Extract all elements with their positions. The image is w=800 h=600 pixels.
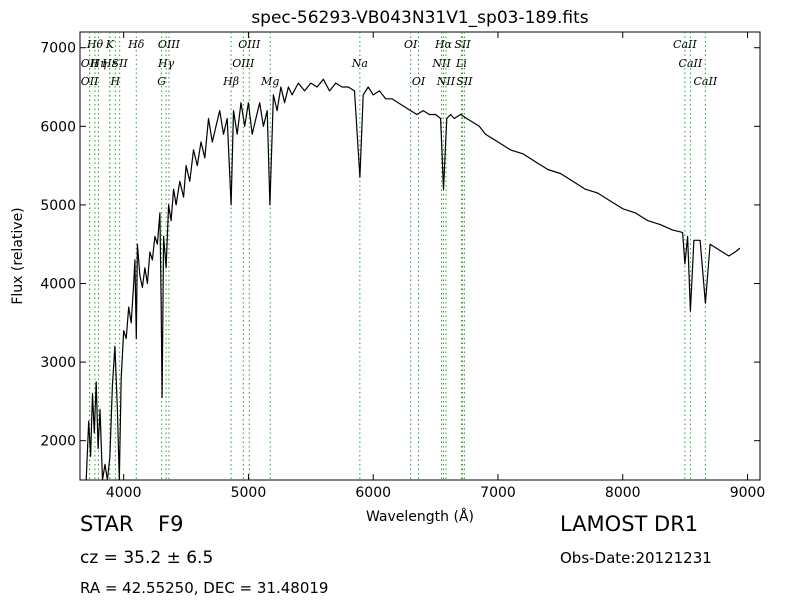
line-marker-label-13: OIII bbox=[232, 57, 255, 70]
line-marker-label-7: SII bbox=[112, 57, 129, 70]
y-tick-label-5: 7000 bbox=[40, 41, 76, 57]
x-tick-label-2: 6000 bbox=[355, 485, 391, 501]
x-tick-label-1: 5000 bbox=[231, 485, 267, 501]
x-axis-label: Wavelength (Å) bbox=[366, 508, 474, 525]
x-tick-label-4: 8000 bbox=[605, 485, 641, 501]
line-marker-label-19: NII bbox=[431, 57, 451, 70]
line-marker-label-21: NII bbox=[436, 75, 456, 88]
spectrum-series bbox=[85, 78, 741, 480]
line-marker-label-14: OIII bbox=[238, 38, 261, 51]
x-tick-label-5: 9000 bbox=[730, 485, 766, 501]
line-marker-label-26: CaII bbox=[679, 57, 703, 70]
emission-line-markers: OIIOIIHθHηKHεHSIIHδGHγOIIIHβOIIIOIIIMgNa… bbox=[81, 32, 718, 480]
line-marker-label-16: Na bbox=[351, 57, 368, 70]
line-marker-label-5: Hε bbox=[101, 57, 118, 70]
redshift-cz: cz = 35.2 ± 6.5 bbox=[80, 548, 214, 568]
spectrum-line bbox=[85, 78, 741, 480]
line-marker-label-10: Hγ bbox=[157, 57, 175, 70]
y-tick-label-0: 2000 bbox=[40, 434, 76, 450]
y-tick-label-4: 6000 bbox=[40, 119, 76, 135]
line-marker-label-2: Hθ bbox=[86, 38, 104, 51]
x-tick-label-0: 4000 bbox=[106, 485, 142, 501]
coordinates-ra-dec: RA = 42.55250, DEC = 31.48019 bbox=[80, 579, 329, 597]
line-marker-label-24: SII bbox=[456, 75, 473, 88]
chart-title: spec-56293-VB043N31V1_sp03-189.fits bbox=[251, 8, 588, 28]
line-marker-label-20: Hα bbox=[434, 38, 453, 51]
line-marker-label-1: OII bbox=[81, 75, 99, 88]
line-marker-label-11: OIII bbox=[158, 38, 181, 51]
y-tick-label-3: 5000 bbox=[40, 198, 76, 214]
line-marker-label-22: Li bbox=[455, 57, 467, 70]
x-tick-label-3: 7000 bbox=[480, 485, 516, 501]
line-marker-label-15: Mg bbox=[260, 75, 279, 88]
y-tick-label-1: 3000 bbox=[40, 355, 76, 371]
plot-frame bbox=[79, 31, 761, 481]
line-marker-label-3: Hη bbox=[89, 57, 107, 70]
line-marker-label-9: G bbox=[157, 75, 166, 88]
line-marker-label-12: Hβ bbox=[222, 75, 239, 88]
line-marker-label-18: OI bbox=[412, 75, 426, 88]
axes: 4000 5000 6000 7000 8000 9000 2000 3000 4000 5000… bbox=[40, 32, 765, 501]
observation-date: Obs-Date:20121231 bbox=[560, 549, 712, 567]
line-marker-label-4: K bbox=[105, 38, 115, 51]
object-type: STAR bbox=[80, 512, 134, 536]
line-marker-label-25: CaII bbox=[673, 38, 697, 51]
line-marker-label-23: SII bbox=[454, 38, 471, 51]
line-marker-label-8: Hδ bbox=[127, 38, 145, 51]
line-marker-label-27: CaII bbox=[694, 75, 718, 88]
object-subclass: F9 bbox=[158, 512, 184, 536]
line-marker-label-6: H bbox=[110, 75, 121, 88]
y-tick-label-2: 4000 bbox=[40, 277, 76, 293]
line-marker-label-17: OI bbox=[404, 38, 418, 51]
y-axis-label: Flux (relative) bbox=[10, 207, 26, 304]
survey-name: LAMOST DR1 bbox=[560, 512, 699, 536]
